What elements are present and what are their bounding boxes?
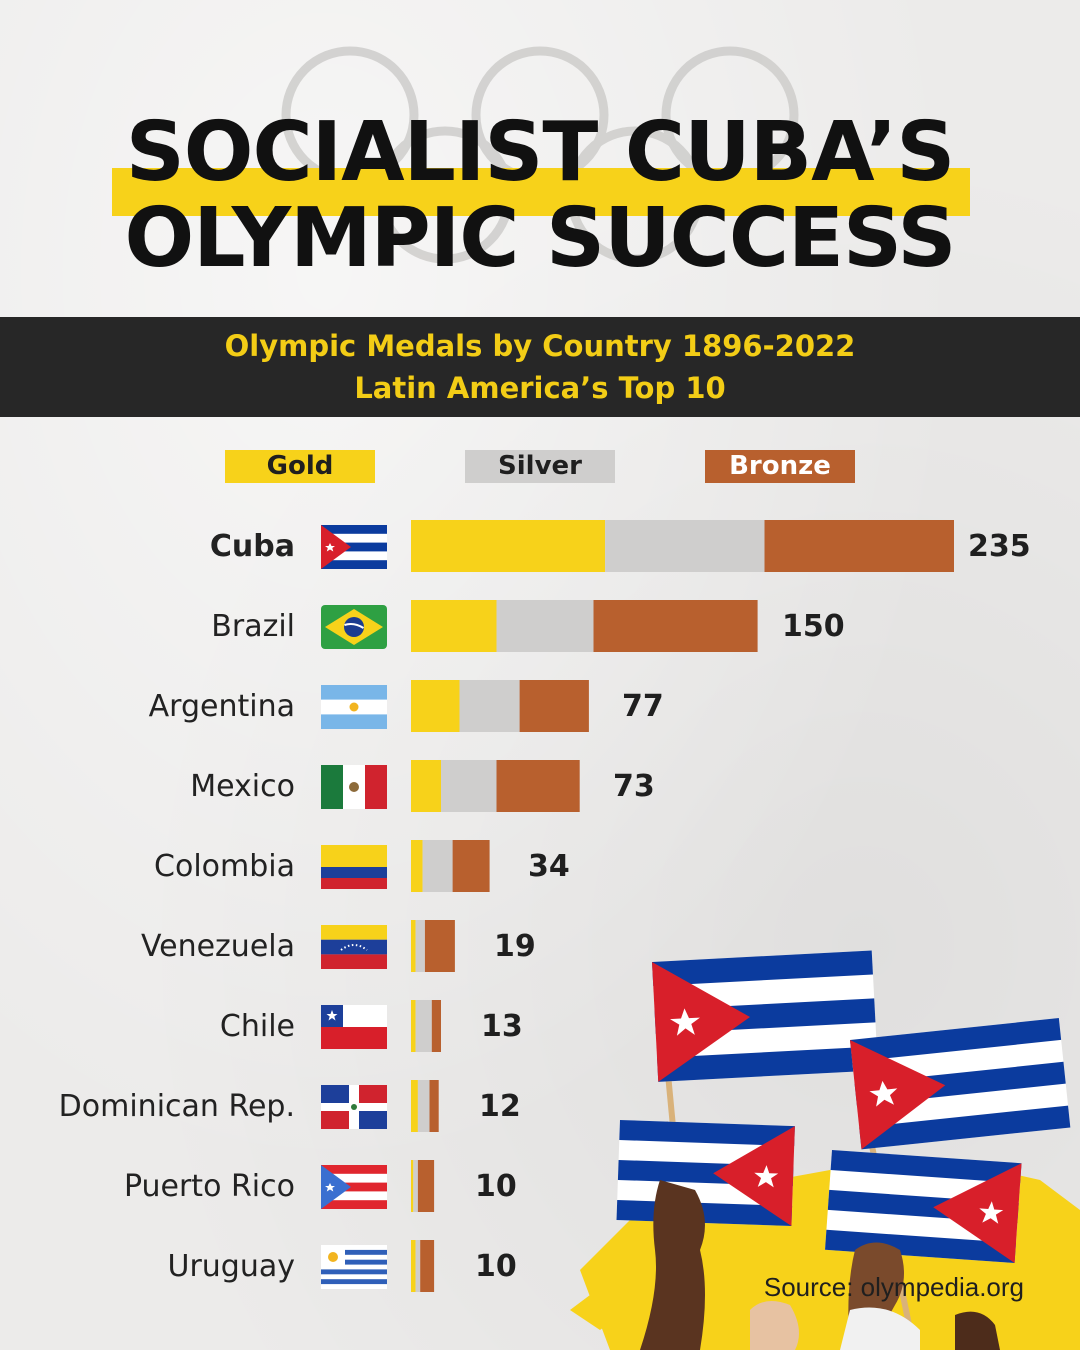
bar-uruguay-bronze (420, 1240, 435, 1292)
category-label-brazil: Brazil (211, 609, 295, 644)
bar-mexico-gold (411, 760, 441, 812)
bar-colombia-bronze (452, 840, 490, 892)
category-label-chile: Chile (219, 1009, 295, 1044)
venezuela-flag-icon (321, 925, 387, 969)
page-title: SOCIALIST CUBA’S OLYMPIC SUCCESS (0, 110, 1080, 282)
bar-brazil-gold (411, 600, 497, 652)
bar-dominican-rep-silver (417, 1080, 430, 1132)
total-label-chile: 13 (481, 1009, 523, 1044)
bar-chile-silver (415, 1000, 432, 1052)
category-label-dominican-rep: Dominican Rep. (58, 1089, 295, 1124)
title-line-2: OLYMPIC SUCCESS (124, 191, 957, 286)
total-label-cuba: 235 (968, 529, 1031, 564)
bar-brazil-bronze (593, 600, 758, 652)
bar-argentina-silver (459, 680, 520, 732)
legend-bronze: Bronze (705, 450, 855, 483)
category-label-puerto-rico: Puerto Rico (123, 1169, 295, 1204)
total-label-puerto-rico: 10 (475, 1169, 517, 1204)
bar-argentina-gold (411, 680, 460, 732)
mexico-flag-icon (321, 765, 387, 809)
bar-mexico-bronze (496, 760, 580, 812)
total-label-colombia: 34 (528, 849, 570, 884)
colombia-flag-icon (321, 845, 387, 889)
bar-dominican-rep-gold (411, 1080, 418, 1132)
chile-flag-icon (321, 1005, 387, 1049)
bar-puerto-rico-gold (411, 1160, 414, 1212)
total-label-argentina: 77 (622, 689, 664, 724)
bar-mexico-silver (441, 760, 497, 812)
legend-gold: Gold (225, 450, 375, 483)
bar-cuba-silver (605, 520, 765, 572)
source-credit: Source: olympedia.org (763, 1272, 1024, 1302)
category-label-cuba: Cuba (209, 529, 295, 564)
category-label-argentina: Argentina (148, 689, 295, 724)
bar-argentina-bronze (519, 680, 589, 732)
total-label-brazil: 150 (782, 609, 845, 644)
legend-silver: Silver (465, 450, 615, 483)
bar-chile-gold (411, 1000, 416, 1052)
bar-dominican-rep-bronze (429, 1080, 439, 1132)
bar-venezuela-bronze (424, 920, 455, 972)
title-line-1: SOCIALIST CUBA’S (125, 105, 956, 200)
dominican-republic-flag-icon (321, 1085, 387, 1129)
subtitle-line-1: Olympic Medals by Country 1896-2022 (224, 329, 856, 363)
uruguay-flag-icon (321, 1245, 387, 1289)
waving-cuba-flags-illustration (616, 950, 1071, 1350)
subtitle-band: Olympic Medals by Country 1896-2022 Lati… (0, 317, 1080, 417)
category-label-venezuela: Venezuela (140, 929, 295, 964)
bar-venezuela-gold (411, 920, 416, 972)
bar-cuba-bronze (764, 520, 954, 572)
argentina-flag-icon (321, 685, 387, 729)
title-highlight-stripe (112, 168, 970, 216)
bar-puerto-rico-bronze (417, 1160, 435, 1212)
bar-colombia-gold (411, 840, 423, 892)
bar-chile-bronze (431, 1000, 441, 1052)
category-label-colombia: Colombia (154, 849, 295, 884)
puerto-rico-flag-icon (321, 1165, 387, 1209)
brazil-flag-icon (321, 605, 387, 649)
bar-colombia-silver (422, 840, 453, 892)
cuba-flag-icon (321, 525, 387, 569)
bar-puerto-rico-silver (413, 1160, 418, 1212)
bar-brazil-silver (496, 600, 594, 652)
total-label-venezuela: 19 (494, 929, 536, 964)
bar-venezuela-silver (415, 920, 425, 972)
bar-uruguay-gold (411, 1240, 416, 1292)
category-label-uruguay: Uruguay (167, 1249, 296, 1284)
category-label-mexico: Mexico (190, 769, 295, 804)
total-label-uruguay: 10 (475, 1249, 517, 1284)
total-label-dominican-rep: 12 (479, 1089, 521, 1124)
total-label-mexico: 73 (613, 769, 655, 804)
subtitle-line-2: Latin America’s Top 10 (354, 371, 726, 405)
bar-cuba-gold (411, 520, 606, 572)
bar-uruguay-silver (415, 1240, 421, 1292)
